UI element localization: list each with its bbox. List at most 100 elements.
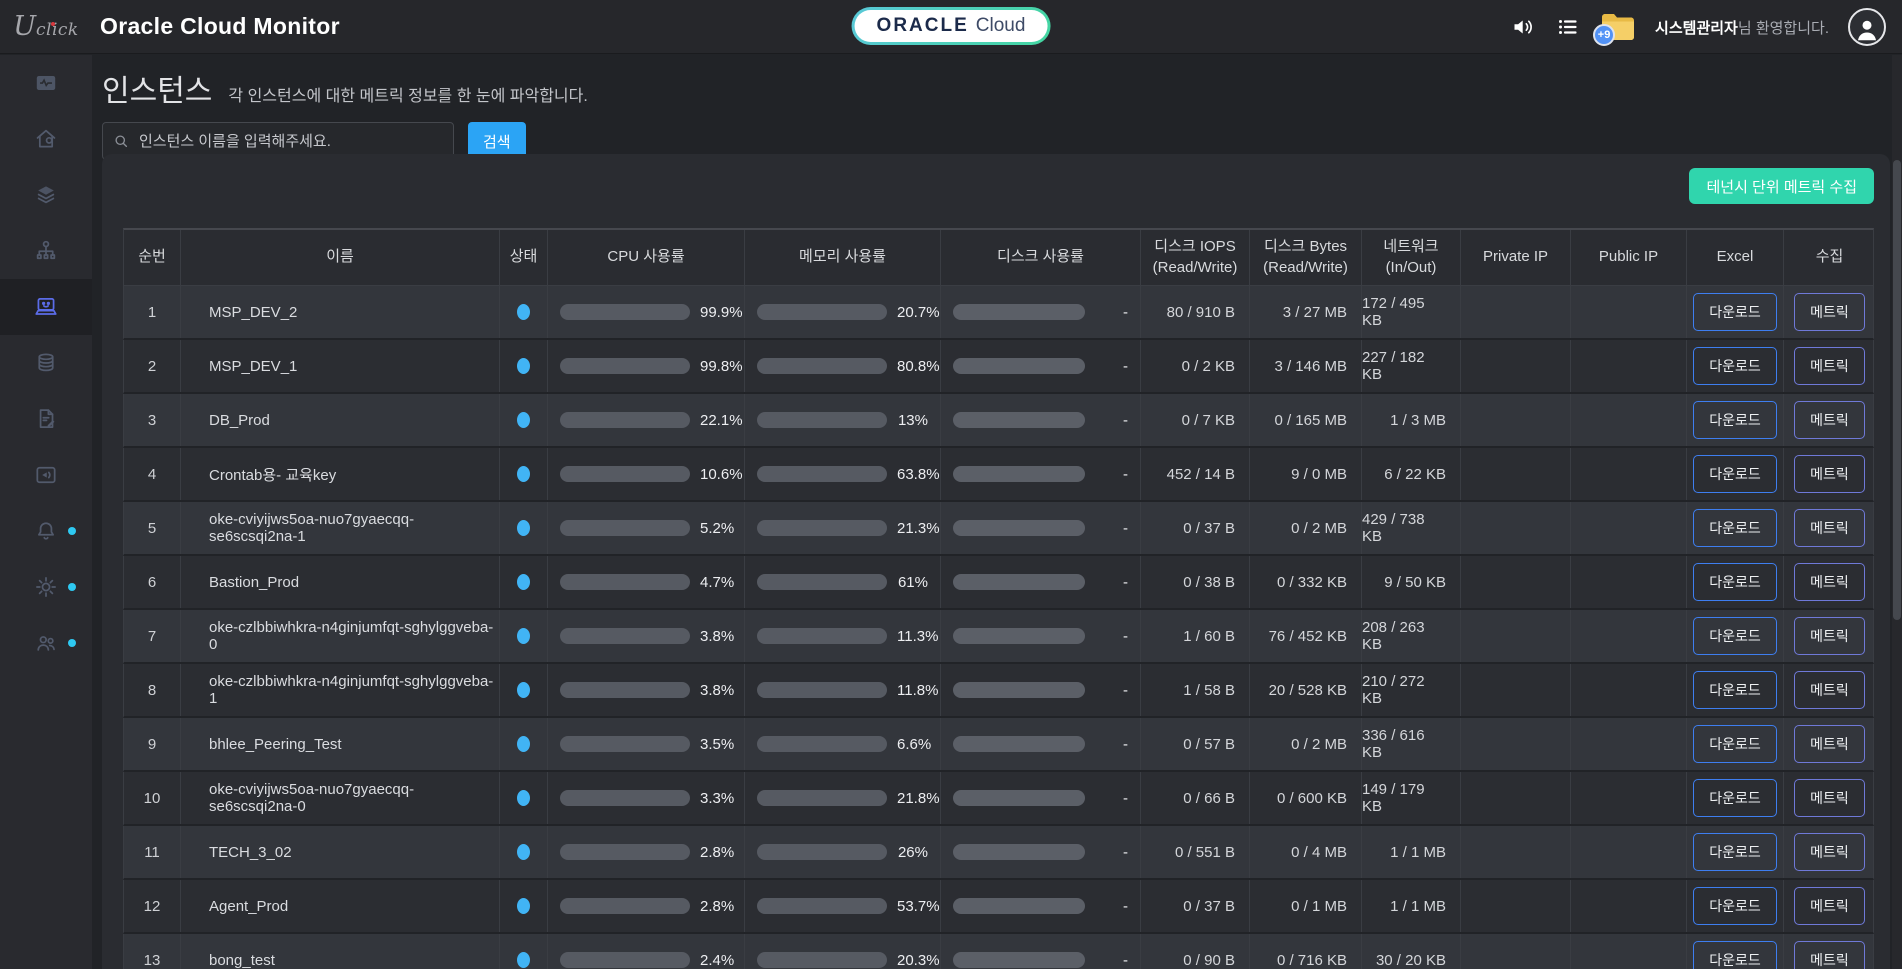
sidebar-item-instances-laptop[interactable] bbox=[0, 279, 92, 335]
sidebar-item-users[interactable] bbox=[0, 615, 92, 671]
cpu-usage-value: 22.1% bbox=[700, 412, 743, 429]
metric-button[interactable]: 메트릭 bbox=[1794, 779, 1865, 817]
metric-button[interactable]: 메트릭 bbox=[1794, 941, 1865, 969]
disk-iops-value: 0 / 551 B bbox=[1141, 826, 1250, 878]
sidebar-item-settings-gear[interactable] bbox=[0, 559, 92, 615]
scrollbar-thumb[interactable] bbox=[1893, 160, 1901, 620]
metric-button[interactable]: 메트릭 bbox=[1794, 509, 1865, 547]
table-row: 2 MSP_DEV_1 99.8% 80.8% - 0 / 2 KB 3 / 1… bbox=[123, 340, 1874, 394]
metric-button[interactable]: 메트릭 bbox=[1794, 725, 1865, 763]
cpu-usage-value: 3.3% bbox=[700, 790, 734, 807]
status-cell bbox=[500, 934, 548, 969]
speaker-icon[interactable] bbox=[1510, 14, 1536, 40]
disk-usage-bar bbox=[953, 790, 1085, 806]
announcement-icon bbox=[33, 462, 59, 488]
column-header: Public IP bbox=[1571, 230, 1687, 285]
list-icon[interactable] bbox=[1555, 14, 1581, 40]
oracle-cloud-text: Cloud bbox=[976, 15, 1026, 37]
memory-usage-value: 11.8% bbox=[897, 682, 938, 699]
sidebar-item-announcement[interactable] bbox=[0, 447, 92, 503]
metric-button[interactable]: 메트릭 bbox=[1794, 671, 1865, 709]
instance-name: Crontab용- 교육key bbox=[181, 448, 500, 500]
avatar[interactable] bbox=[1848, 8, 1886, 46]
cpu-usage-value: 4.7% bbox=[700, 574, 734, 591]
metric-button[interactable]: 메트릭 bbox=[1794, 617, 1865, 655]
disk-usage-value: - bbox=[1095, 304, 1128, 321]
status-dot bbox=[517, 844, 530, 860]
disk-usage-bar bbox=[953, 412, 1085, 428]
page-scrollbar[interactable] bbox=[1892, 55, 1902, 969]
status-cell bbox=[500, 826, 548, 878]
excel-cell: 다운로드 bbox=[1687, 394, 1784, 446]
disk-usage-value: - bbox=[1095, 790, 1128, 807]
instance-name: bhlee_Peering_Test bbox=[181, 718, 500, 770]
metric-button[interactable]: 메트릭 bbox=[1794, 401, 1865, 439]
cpu-usage-cell: 3.5% bbox=[548, 718, 745, 770]
public-ip-value bbox=[1571, 934, 1687, 969]
public-ip-value bbox=[1571, 772, 1687, 824]
table-row: 13 bong_test 2.4% 20.3% - 0 / 90 B 0 / 7… bbox=[123, 934, 1874, 969]
network-value: 227 / 182 KB bbox=[1362, 340, 1461, 392]
sidebar-item-database[interactable] bbox=[0, 335, 92, 391]
excel-download-button[interactable]: 다운로드 bbox=[1693, 779, 1777, 817]
column-header: 메모리 사용률 bbox=[745, 230, 941, 285]
disk-bytes-value: 9 / 0 MB bbox=[1250, 448, 1362, 500]
oracle-cloud-badge: ORACLE Cloud bbox=[852, 7, 1051, 45]
database-icon bbox=[33, 350, 59, 376]
memory-usage-cell: 63.8% bbox=[745, 448, 941, 500]
metric-button[interactable]: 메트릭 bbox=[1794, 455, 1865, 493]
excel-download-button[interactable]: 다운로드 bbox=[1693, 293, 1777, 331]
excel-download-button[interactable]: 다운로드 bbox=[1693, 401, 1777, 439]
collect-cell: 메트릭 bbox=[1784, 556, 1875, 608]
table-row: 12 Agent_Prod 2.8% 53.7% - 0 / 37 B 0 / … bbox=[123, 880, 1874, 934]
collect-cell: 메트릭 bbox=[1784, 286, 1875, 338]
status-dot bbox=[517, 736, 530, 752]
excel-download-button[interactable]: 다운로드 bbox=[1693, 563, 1777, 601]
private-ip-value bbox=[1461, 556, 1571, 608]
status-dot bbox=[517, 466, 530, 482]
excel-download-button[interactable]: 다운로드 bbox=[1693, 671, 1777, 709]
uclick-logo[interactable]: Uclick bbox=[0, 11, 92, 42]
metric-button[interactable]: 메트릭 bbox=[1794, 833, 1865, 871]
sidebar-item-home[interactable] bbox=[0, 111, 92, 167]
disk-usage-value: - bbox=[1095, 898, 1128, 915]
excel-download-button[interactable]: 다운로드 bbox=[1693, 941, 1777, 969]
tenancy-metric-collect-button[interactable]: 테넌시 단위 메트릭 수집 bbox=[1689, 168, 1874, 204]
status-cell bbox=[500, 502, 548, 554]
metric-button[interactable]: 메트릭 bbox=[1794, 293, 1865, 331]
memory-usage-value: 21.8% bbox=[897, 790, 940, 807]
memory-usage-bar bbox=[757, 736, 887, 752]
disk-usage-cell: - bbox=[941, 880, 1141, 932]
excel-download-button[interactable]: 다운로드 bbox=[1693, 347, 1777, 385]
excel-download-button[interactable]: 다운로드 bbox=[1693, 833, 1777, 871]
instances-panel: 테넌시 단위 메트릭 수집 순번이름상태CPU 사용률메모리 사용률디스크 사용… bbox=[102, 154, 1890, 969]
status-dot bbox=[517, 898, 530, 914]
disk-usage-cell: - bbox=[941, 394, 1141, 446]
metric-button[interactable]: 메트릭 bbox=[1794, 347, 1865, 385]
metric-button[interactable]: 메트릭 bbox=[1794, 887, 1865, 925]
disk-usage-value: - bbox=[1095, 844, 1128, 861]
disk-usage-cell: - bbox=[941, 448, 1141, 500]
sidebar-item-bell[interactable] bbox=[0, 503, 92, 559]
excel-download-button[interactable]: 다운로드 bbox=[1693, 455, 1777, 493]
disk-usage-value: - bbox=[1095, 682, 1128, 699]
status-cell bbox=[500, 772, 548, 824]
sidebar-item-org-chart[interactable] bbox=[0, 223, 92, 279]
status-dot bbox=[517, 790, 530, 806]
sidebar-item-layers[interactable] bbox=[0, 167, 92, 223]
sidebar-item-document-edit[interactable] bbox=[0, 391, 92, 447]
cpu-usage-bar bbox=[560, 736, 690, 752]
memory-usage-bar bbox=[757, 952, 887, 968]
status-cell bbox=[500, 880, 548, 932]
row-index: 4 bbox=[124, 448, 181, 500]
sidebar-item-activity-monitor[interactable] bbox=[0, 55, 92, 111]
excel-download-button[interactable]: 다운로드 bbox=[1693, 725, 1777, 763]
column-header: 상태 bbox=[500, 230, 548, 285]
folder-notifications-icon[interactable]: +9 bbox=[1600, 12, 1636, 42]
excel-cell: 다운로드 bbox=[1687, 556, 1784, 608]
memory-usage-cell: 21.8% bbox=[745, 772, 941, 824]
excel-download-button[interactable]: 다운로드 bbox=[1693, 509, 1777, 547]
excel-download-button[interactable]: 다운로드 bbox=[1693, 617, 1777, 655]
excel-download-button[interactable]: 다운로드 bbox=[1693, 887, 1777, 925]
metric-button[interactable]: 메트릭 bbox=[1794, 563, 1865, 601]
